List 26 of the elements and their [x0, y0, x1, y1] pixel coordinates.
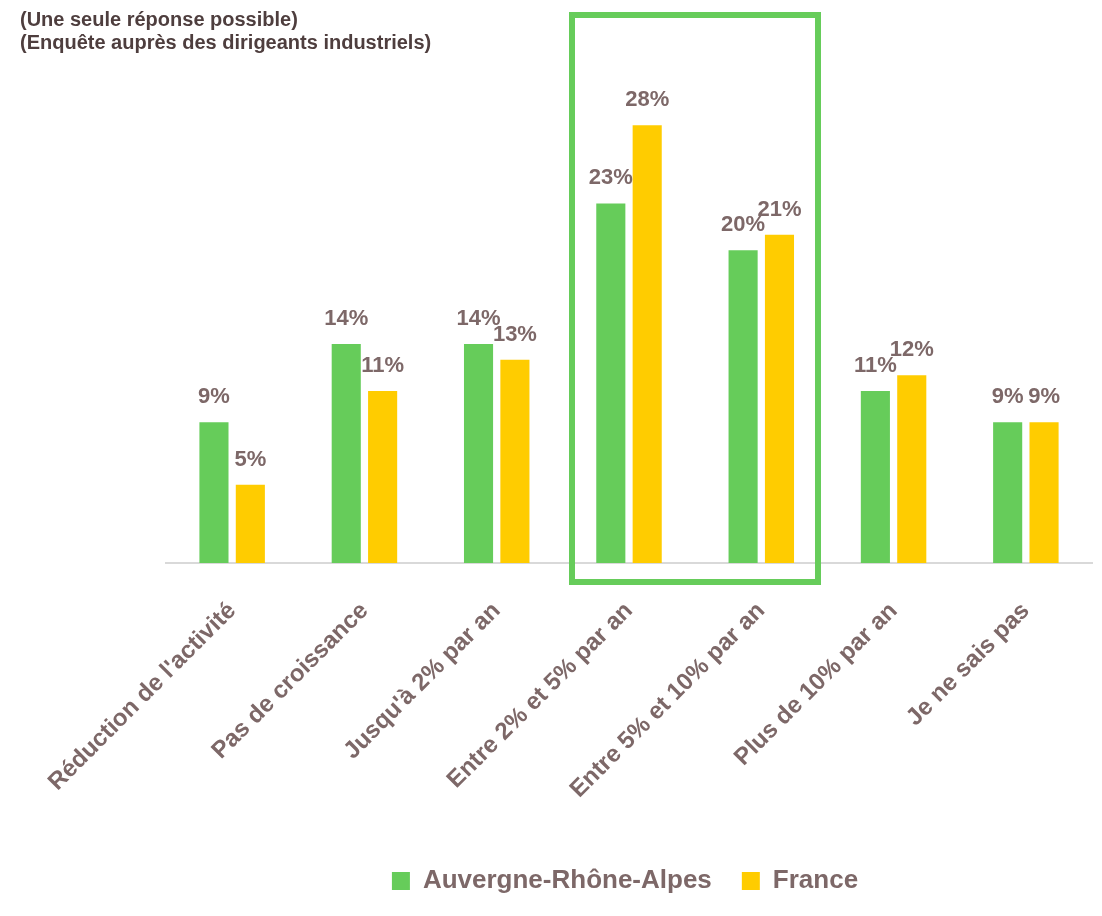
bar — [897, 375, 927, 563]
legend-label: Auvergne-Rhône-Alpes — [422, 864, 712, 895]
data-label: 5% — [234, 445, 267, 471]
bar — [463, 344, 494, 563]
data-label: 9% — [198, 383, 230, 409]
data-label: 28% — [625, 86, 670, 112]
bar — [993, 422, 1023, 563]
x-tick-label: Je ne sais pas — [899, 596, 1035, 731]
data-label: 9% — [1028, 383, 1060, 409]
bar — [368, 390, 398, 563]
chart-subtitle: (Enquête auprès des dirigeants industriels) — [19, 31, 433, 54]
bar — [1029, 422, 1059, 563]
bar — [235, 484, 265, 563]
bar — [764, 234, 795, 563]
chart-title: (Une seule réponse possible) — [19, 8, 299, 31]
data-label: 14% — [324, 305, 369, 331]
data-label: 11% — [361, 352, 405, 378]
bar — [860, 390, 890, 563]
bar — [632, 125, 662, 563]
legend-label: France — [772, 864, 859, 895]
bar — [199, 422, 229, 563]
bar — [596, 203, 626, 563]
bar — [331, 344, 361, 563]
bar — [728, 250, 758, 563]
bar — [500, 359, 530, 563]
data-label: 9% — [991, 383, 1024, 409]
